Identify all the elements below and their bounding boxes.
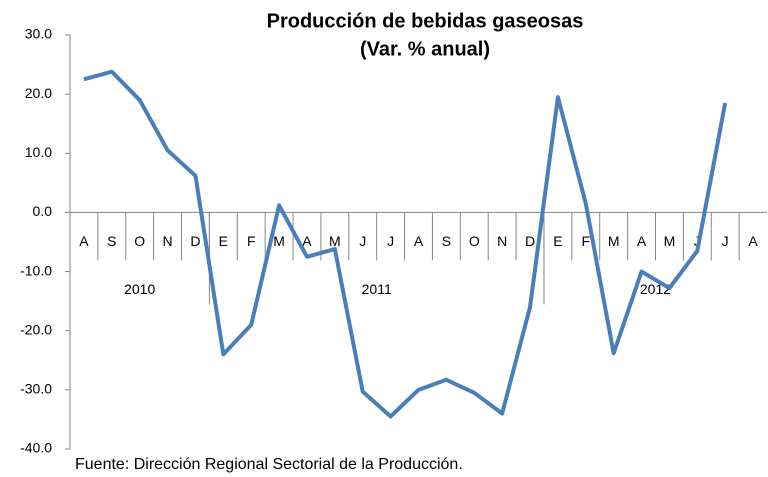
chart-subtitle: (Var. % anual)	[360, 38, 490, 60]
x-tick-label: D	[190, 233, 200, 249]
y-tick-label: -10.0	[20, 262, 52, 278]
x-tick-label: E	[219, 233, 228, 249]
x-tick-label: M	[329, 233, 341, 249]
x-tick-label: J	[359, 233, 366, 249]
x-tick-label: E	[553, 233, 562, 249]
y-tick-label: 10.0	[25, 144, 52, 160]
x-tick-label: A	[637, 233, 647, 249]
x-tick-label: J	[387, 233, 394, 249]
x-tick-label: N	[497, 233, 507, 249]
year-label: 2010	[124, 281, 155, 297]
y-tick-label: -30.0	[20, 381, 52, 397]
x-tick-label: N	[163, 233, 173, 249]
y-tick-label: -40.0	[20, 440, 52, 456]
x-tick-label: S	[442, 233, 451, 249]
x-tick-label: M	[608, 233, 620, 249]
x-tick-label: A	[79, 233, 89, 249]
y-tick-label: 0.0	[33, 203, 53, 219]
x-tick-label: M	[273, 233, 285, 249]
x-tick-label: A	[748, 233, 758, 249]
x-tick-label: S	[107, 233, 116, 249]
x-tick-label: A	[414, 233, 424, 249]
x-tick-label: D	[525, 233, 535, 249]
x-tick-label: F	[581, 233, 590, 249]
data-line	[83, 69, 728, 419]
x-tick-label: A	[302, 233, 312, 249]
source-note: Fuente: Dirección Regional Sectorial de …	[75, 456, 463, 473]
y-tick-label: -20.0	[20, 321, 52, 337]
y-tick-label: 20.0	[25, 85, 52, 101]
x-tick-label: F	[247, 233, 256, 249]
year-label: 2011	[362, 281, 392, 297]
x-tick-label: O	[134, 233, 145, 249]
x-tick-label: O	[469, 233, 480, 249]
y-tick-label: 30.0	[25, 26, 52, 42]
year-label: 2012	[640, 281, 671, 297]
x-tick-label: J	[722, 233, 729, 249]
chart-title: Producción de bebidas gaseosas	[267, 10, 584, 32]
x-tick-label: M	[664, 233, 676, 249]
